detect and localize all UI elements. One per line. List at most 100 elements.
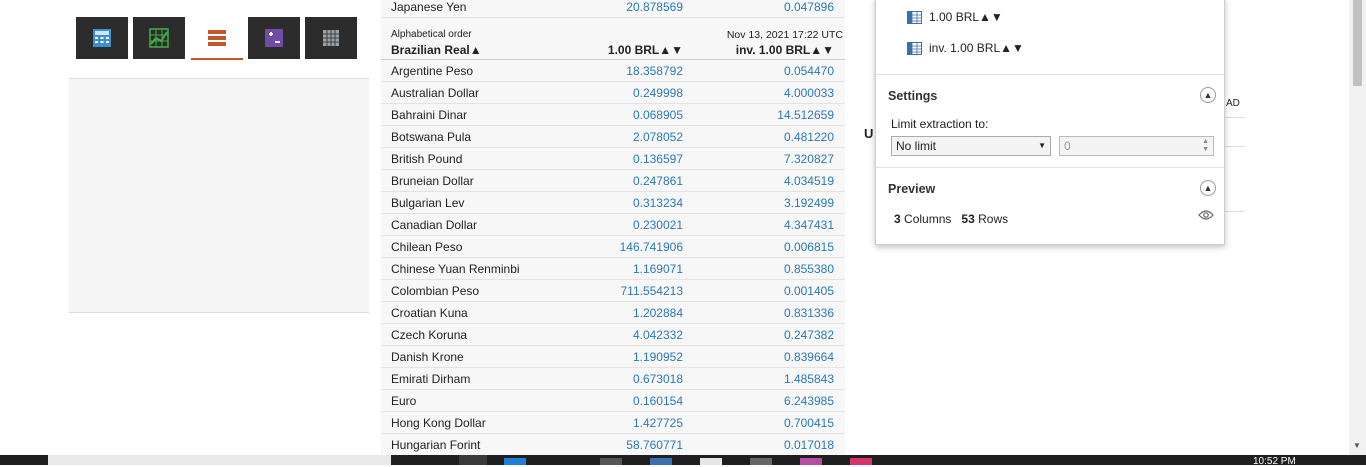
divider — [876, 74, 1224, 75]
inverse-rate-value[interactable]: 0.247382 — [783, 328, 834, 342]
inverse-rate-value[interactable]: 4.000033 — [783, 86, 834, 100]
collapse-settings-button[interactable]: ▲ — [1200, 87, 1216, 103]
spreadsheet-tool-button[interactable] — [305, 17, 357, 59]
app-icon[interactable] — [650, 458, 672, 465]
page-scrollbar[interactable]: ▼ — [1349, 0, 1366, 455]
table-row: Czech Koruna 4.042332 0.247382 — [381, 324, 845, 346]
app-icon[interactable] — [750, 458, 772, 465]
rate-value[interactable]: 0.230021 — [632, 218, 683, 232]
inverse-rate-value[interactable]: 0.855380 — [783, 262, 834, 276]
rate-value[interactable]: 58.760771 — [626, 438, 683, 452]
background-heading-fragment: U — [864, 126, 874, 141]
inverse-rate-value[interactable]: 0.006815 — [783, 240, 834, 254]
table-row: Chinese Yuan Renminbi 1.169071 0.855380 — [381, 258, 845, 280]
limit-number-input[interactable]: 0 ▲ ▼ — [1059, 136, 1214, 156]
rate-value[interactable]: 0.160154 — [632, 394, 683, 408]
currency-name: Chilean Peso — [391, 240, 463, 254]
divider — [1224, 146, 1245, 147]
scrollbar-thumb[interactable] — [1353, 0, 1362, 86]
table-row: Euro 0.160154 6.243985 — [381, 390, 845, 412]
rate-value[interactable]: 0.068905 — [632, 108, 683, 122]
currency-name: Croatian Kuna — [391, 306, 468, 320]
table-row: Emirati Dirham 0.673018 1.485843 — [381, 368, 845, 390]
currency-name: Bruneian Dollar — [391, 174, 474, 188]
currency-name: Bulgarian Lev — [391, 196, 465, 210]
spinner-arrows-icon[interactable]: ▲ ▼ — [1202, 138, 1209, 153]
app-icon[interactable] — [600, 458, 622, 465]
rate-value[interactable]: 0.136597 — [632, 152, 683, 166]
currency-name: Canadian Dollar — [391, 218, 478, 232]
rate-value[interactable]: 1.202884 — [632, 306, 683, 320]
rate-value[interactable]: 2.078052 — [632, 130, 683, 144]
table-row: Argentine Peso 18.358792 0.054470 — [381, 60, 845, 82]
background-text-fragment: AD — [1226, 98, 1240, 109]
currency-name: Chinese Yuan Renminbi — [391, 262, 520, 276]
limit-select[interactable]: No limit ▼ — [891, 136, 1051, 156]
divider — [1224, 117, 1245, 118]
collapse-preview-button[interactable]: ▲ — [1200, 180, 1216, 196]
rows-label: Rows — [978, 212, 1009, 226]
inverse-rate-value[interactable]: 14.512659 — [777, 108, 834, 122]
columns-count: 3 — [894, 212, 901, 226]
column-item[interactable]: inv. 1.00 BRL▲▼ — [907, 41, 1024, 55]
rate-value[interactable]: 18.358792 — [626, 64, 683, 78]
rate-value[interactable]: 1.190952 — [632, 350, 683, 364]
rate-value[interactable]: 0.673018 — [632, 372, 683, 386]
app-icon[interactable] — [800, 458, 822, 465]
inverse-rate-value[interactable]: 0.054470 — [783, 64, 834, 78]
currency-name: Emirati Dirham — [391, 372, 471, 386]
columns-label: Columns — [904, 212, 952, 226]
settings-title: Settings — [888, 89, 938, 103]
inverse-rate-value[interactable]: 0.017018 — [783, 438, 834, 452]
inverse-rate-value[interactable]: 0.839664 — [783, 350, 834, 364]
currency-name: Colombian Peso — [391, 284, 480, 298]
inverse-rate-value[interactable]: 6.243985 — [783, 394, 834, 408]
chart-tool-button[interactable] — [133, 17, 185, 59]
calculator-icon — [93, 29, 111, 47]
inverse-rate-value[interactable]: 4.034519 — [783, 174, 834, 188]
currency-name: Japanese Yen — [391, 0, 467, 14]
plus-minus-tool-button[interactable] — [248, 17, 300, 59]
inverse-rate-value[interactable]: 0.700415 — [783, 416, 834, 430]
edge-app-icon[interactable] — [504, 458, 526, 465]
app-icon[interactable] — [850, 458, 872, 465]
taskbar-task-view-button[interactable] — [459, 455, 487, 465]
eye-icon[interactable] — [1198, 209, 1214, 221]
currency-name: Botswana Pula — [391, 130, 472, 144]
inverse-rate-value[interactable]: 4.347431 — [783, 218, 834, 232]
base-currency-sort[interactable]: Brazilian Real▲ — [391, 43, 482, 57]
inverse-rate-value[interactable]: 7.320827 — [783, 152, 834, 166]
inverse-rate-value[interactable]: 0.481220 — [783, 130, 834, 144]
inverse-rate-value[interactable]: 3.192499 — [783, 196, 834, 210]
scroll-down-arrow-icon[interactable]: ▼ — [1353, 441, 1361, 450]
inverse-rate-value[interactable]: 1.485843 — [783, 372, 834, 386]
table-row: Hungarian Forint 58.760771 0.017018 — [381, 434, 845, 455]
app-icon[interactable] — [700, 458, 722, 465]
inverse-rate-value[interactable]: 0.001405 — [783, 284, 834, 298]
currency-name: Hungarian Forint — [391, 438, 481, 452]
dropdown-arrow-icon: ▼ — [1038, 141, 1046, 150]
rate-column-sort[interactable]: 1.00 BRL▲▼ — [607, 43, 683, 57]
calculator-tool-button[interactable] — [76, 17, 128, 59]
rate-value[interactable]: 711.554213 — [620, 284, 683, 298]
table-row: Chilean Peso 146.741906 0.006815 — [381, 236, 845, 258]
inverse-rate-value[interactable]: 0.047896 — [783, 0, 834, 14]
rate-value[interactable]: 1.427725 — [632, 416, 683, 430]
rate-value[interactable]: 0.247861 — [632, 174, 683, 188]
inverse-rate-value[interactable]: 0.831336 — [783, 306, 834, 320]
sort-order-label: Alphabetical order — [391, 29, 472, 40]
rate-value[interactable]: 20.878569 — [626, 0, 683, 14]
table-tool-button[interactable] — [191, 17, 243, 60]
rate-value[interactable]: 4.042332 — [632, 328, 683, 342]
table-row: Croatian Kuna 1.202884 0.831336 — [381, 302, 845, 324]
table-row: Canadian Dollar 0.230021 4.347431 — [381, 214, 845, 236]
taskbar-search-box[interactable] — [48, 455, 391, 465]
rate-value[interactable]: 146.741906 — [619, 240, 683, 254]
column-item[interactable]: 1.00 BRL▲▼ — [907, 10, 1003, 24]
rate-value[interactable]: 1.169071 — [632, 262, 683, 276]
rate-value[interactable]: 0.313234 — [632, 196, 683, 210]
inverse-column-sort[interactable]: inv. 1.00 BRL▲▼ — [735, 43, 834, 57]
rate-value[interactable]: 0.249998 — [632, 86, 683, 100]
currency-name: Hong Kong Dollar — [391, 416, 486, 430]
table-row: Hong Kong Dollar 1.427725 0.700415 — [381, 412, 845, 434]
